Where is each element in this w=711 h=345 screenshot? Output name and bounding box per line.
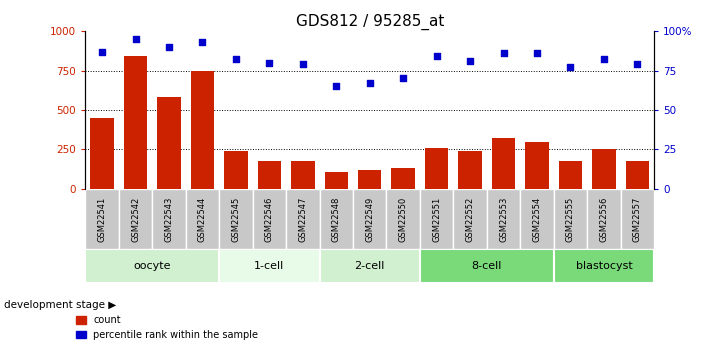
Bar [587, 189, 621, 249]
Bar [425, 148, 449, 189]
Point [364, 80, 375, 86]
Bar [157, 97, 181, 189]
Bar [219, 189, 252, 249]
Bar [224, 151, 247, 189]
Text: 1-cell: 1-cell [255, 261, 284, 271]
Point [297, 61, 309, 67]
Legend: count, percentile rank within the sample: count, percentile rank within the sample [76, 315, 259, 340]
Bar [324, 171, 348, 189]
Point [331, 83, 342, 89]
Bar [319, 189, 353, 249]
Bar [152, 189, 186, 249]
Text: GSM22542: GSM22542 [131, 196, 140, 241]
Bar [454, 189, 487, 249]
Title: GDS812 / 95285_at: GDS812 / 95285_at [296, 13, 444, 30]
Bar [358, 170, 381, 189]
Bar [592, 149, 616, 189]
Text: GSM22546: GSM22546 [264, 196, 274, 242]
Bar [492, 138, 515, 189]
Bar [85, 249, 219, 283]
Text: GSM22553: GSM22553 [499, 196, 508, 242]
Text: 8-cell: 8-cell [471, 261, 502, 271]
Text: blastocyst: blastocyst [576, 261, 632, 271]
Text: GSM22554: GSM22554 [533, 196, 542, 241]
Bar [554, 189, 587, 249]
Text: GSM22549: GSM22549 [365, 196, 374, 241]
Text: GSM22545: GSM22545 [231, 196, 240, 241]
Bar [387, 189, 420, 249]
Point [164, 44, 175, 50]
Bar [459, 151, 482, 189]
Bar [119, 189, 152, 249]
Point [464, 58, 476, 64]
Point [230, 57, 242, 62]
Bar [85, 189, 119, 249]
Text: GSM22551: GSM22551 [432, 196, 441, 241]
Bar [559, 161, 582, 189]
Bar [420, 249, 554, 283]
Point [130, 36, 141, 42]
Point [565, 65, 576, 70]
Text: GSM22555: GSM22555 [566, 196, 575, 241]
Text: GSM22552: GSM22552 [466, 196, 475, 241]
Text: oocyte: oocyte [134, 261, 171, 271]
Bar [487, 189, 520, 249]
Point [498, 50, 509, 56]
Point [598, 57, 609, 62]
Text: GSM22543: GSM22543 [164, 196, 173, 242]
Bar [392, 168, 415, 189]
Text: GSM22550: GSM22550 [399, 196, 407, 241]
Point [197, 39, 208, 45]
Bar [90, 118, 114, 189]
Bar [124, 56, 147, 189]
Point [631, 61, 643, 67]
Bar [554, 249, 654, 283]
Text: GSM22541: GSM22541 [97, 196, 107, 241]
Bar [621, 189, 654, 249]
Point [397, 76, 409, 81]
Bar [257, 161, 281, 189]
Bar [186, 189, 219, 249]
Bar [525, 142, 549, 189]
Bar [219, 249, 319, 283]
Text: development stage ▶: development stage ▶ [4, 300, 116, 310]
Bar [191, 70, 214, 189]
Bar [520, 189, 554, 249]
Bar [291, 161, 314, 189]
Text: GSM22556: GSM22556 [599, 196, 609, 242]
Point [264, 60, 275, 66]
Text: GSM22548: GSM22548 [332, 196, 341, 242]
Bar [353, 189, 387, 249]
Text: GSM22547: GSM22547 [299, 196, 307, 242]
Bar [286, 189, 319, 249]
Text: GSM22544: GSM22544 [198, 196, 207, 241]
Text: GSM22557: GSM22557 [633, 196, 642, 242]
Point [431, 53, 442, 59]
Bar [319, 249, 420, 283]
Point [97, 49, 108, 54]
Text: 2-cell: 2-cell [355, 261, 385, 271]
Bar [626, 161, 649, 189]
Point [531, 50, 542, 56]
Bar [420, 189, 454, 249]
Bar [252, 189, 286, 249]
